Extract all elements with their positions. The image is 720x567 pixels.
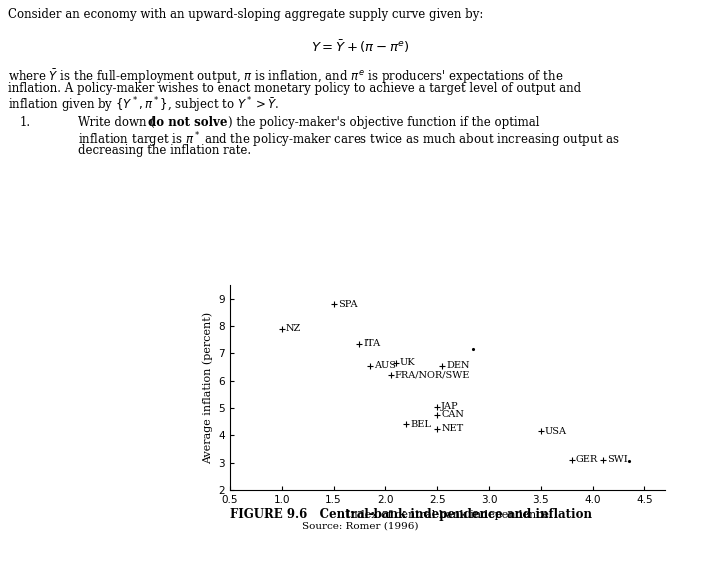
Text: DEN: DEN xyxy=(446,361,470,370)
Text: inflation. A policy-maker wishes to enact monetary policy to achieve a target le: inflation. A policy-maker wishes to enac… xyxy=(8,82,581,95)
Text: USA: USA xyxy=(545,427,567,435)
Text: ) the policy-maker's objective function if the optimal: ) the policy-maker's objective function … xyxy=(228,116,539,129)
Text: BEL: BEL xyxy=(410,420,431,429)
Text: SPA: SPA xyxy=(338,299,357,308)
Text: NET: NET xyxy=(441,424,464,433)
Text: Consider an economy with an upward-sloping aggregate supply curve given by:: Consider an economy with an upward-slopi… xyxy=(8,8,483,21)
Y-axis label: Average inflation (percent): Average inflation (percent) xyxy=(202,311,213,464)
Text: Source: Romer (1996): Source: Romer (1996) xyxy=(302,522,418,531)
Text: AUS: AUS xyxy=(374,361,396,370)
Text: FIGURE 9.6   Central-bank independence and inflation: FIGURE 9.6 Central-bank independence and… xyxy=(230,508,592,521)
Text: Write down (: Write down ( xyxy=(78,116,155,129)
X-axis label: Index of central-bank independence: Index of central-bank independence xyxy=(346,510,549,521)
Text: inflation target is $\pi^*$ and the policy-maker cares twice as much about incre: inflation target is $\pi^*$ and the poli… xyxy=(78,130,620,150)
Text: JAP: JAP xyxy=(441,402,459,411)
Text: SWI: SWI xyxy=(607,455,628,464)
Text: NZ: NZ xyxy=(286,324,301,333)
Text: GER: GER xyxy=(576,455,598,464)
Text: ITA: ITA xyxy=(364,339,381,348)
Text: inflation given by $\{Y^*, \pi^*\}$, subject to $Y^* > \bar{Y}$.: inflation given by $\{Y^*, \pi^*\}$, sub… xyxy=(8,96,279,115)
Text: do not solve: do not solve xyxy=(148,116,228,129)
Text: FRA/NOR/SWE: FRA/NOR/SWE xyxy=(395,371,470,380)
Text: UK: UK xyxy=(400,358,415,367)
Text: CAN: CAN xyxy=(441,411,464,420)
Text: decreasing the inflation rate.: decreasing the inflation rate. xyxy=(78,144,251,157)
Text: $Y = \bar{Y} + (\pi - \pi^e)$: $Y = \bar{Y} + (\pi - \pi^e)$ xyxy=(310,38,410,54)
Text: 1.: 1. xyxy=(20,116,31,129)
Text: where $\bar{Y}$ is the full-employment output, $\pi$ is inflation, and $\pi^e$ i: where $\bar{Y}$ is the full-employment o… xyxy=(8,68,564,86)
